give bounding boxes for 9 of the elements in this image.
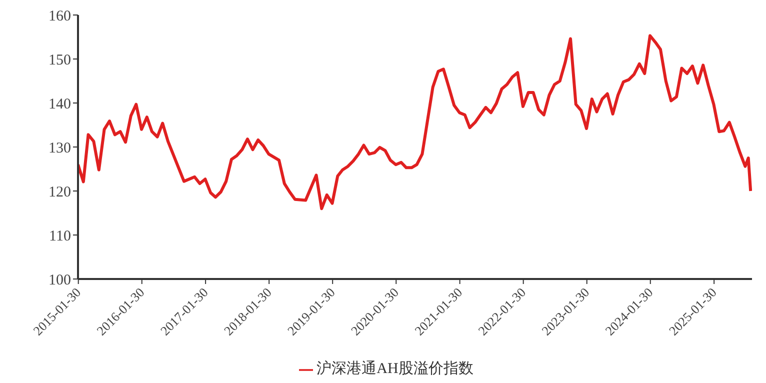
y-tick-label: 110 [49,228,71,244]
y-tick-label: 160 [48,8,71,24]
y-tick-label: 140 [48,96,71,112]
line-series [78,34,752,210]
y-tick-label: 120 [48,184,71,200]
y-tick-label: 130 [48,140,71,156]
legend-label: 沪深港通AH股溢价指数 [316,361,474,377]
y-tick-label: 150 [48,52,71,68]
y-tick-label: 100 [48,272,71,288]
